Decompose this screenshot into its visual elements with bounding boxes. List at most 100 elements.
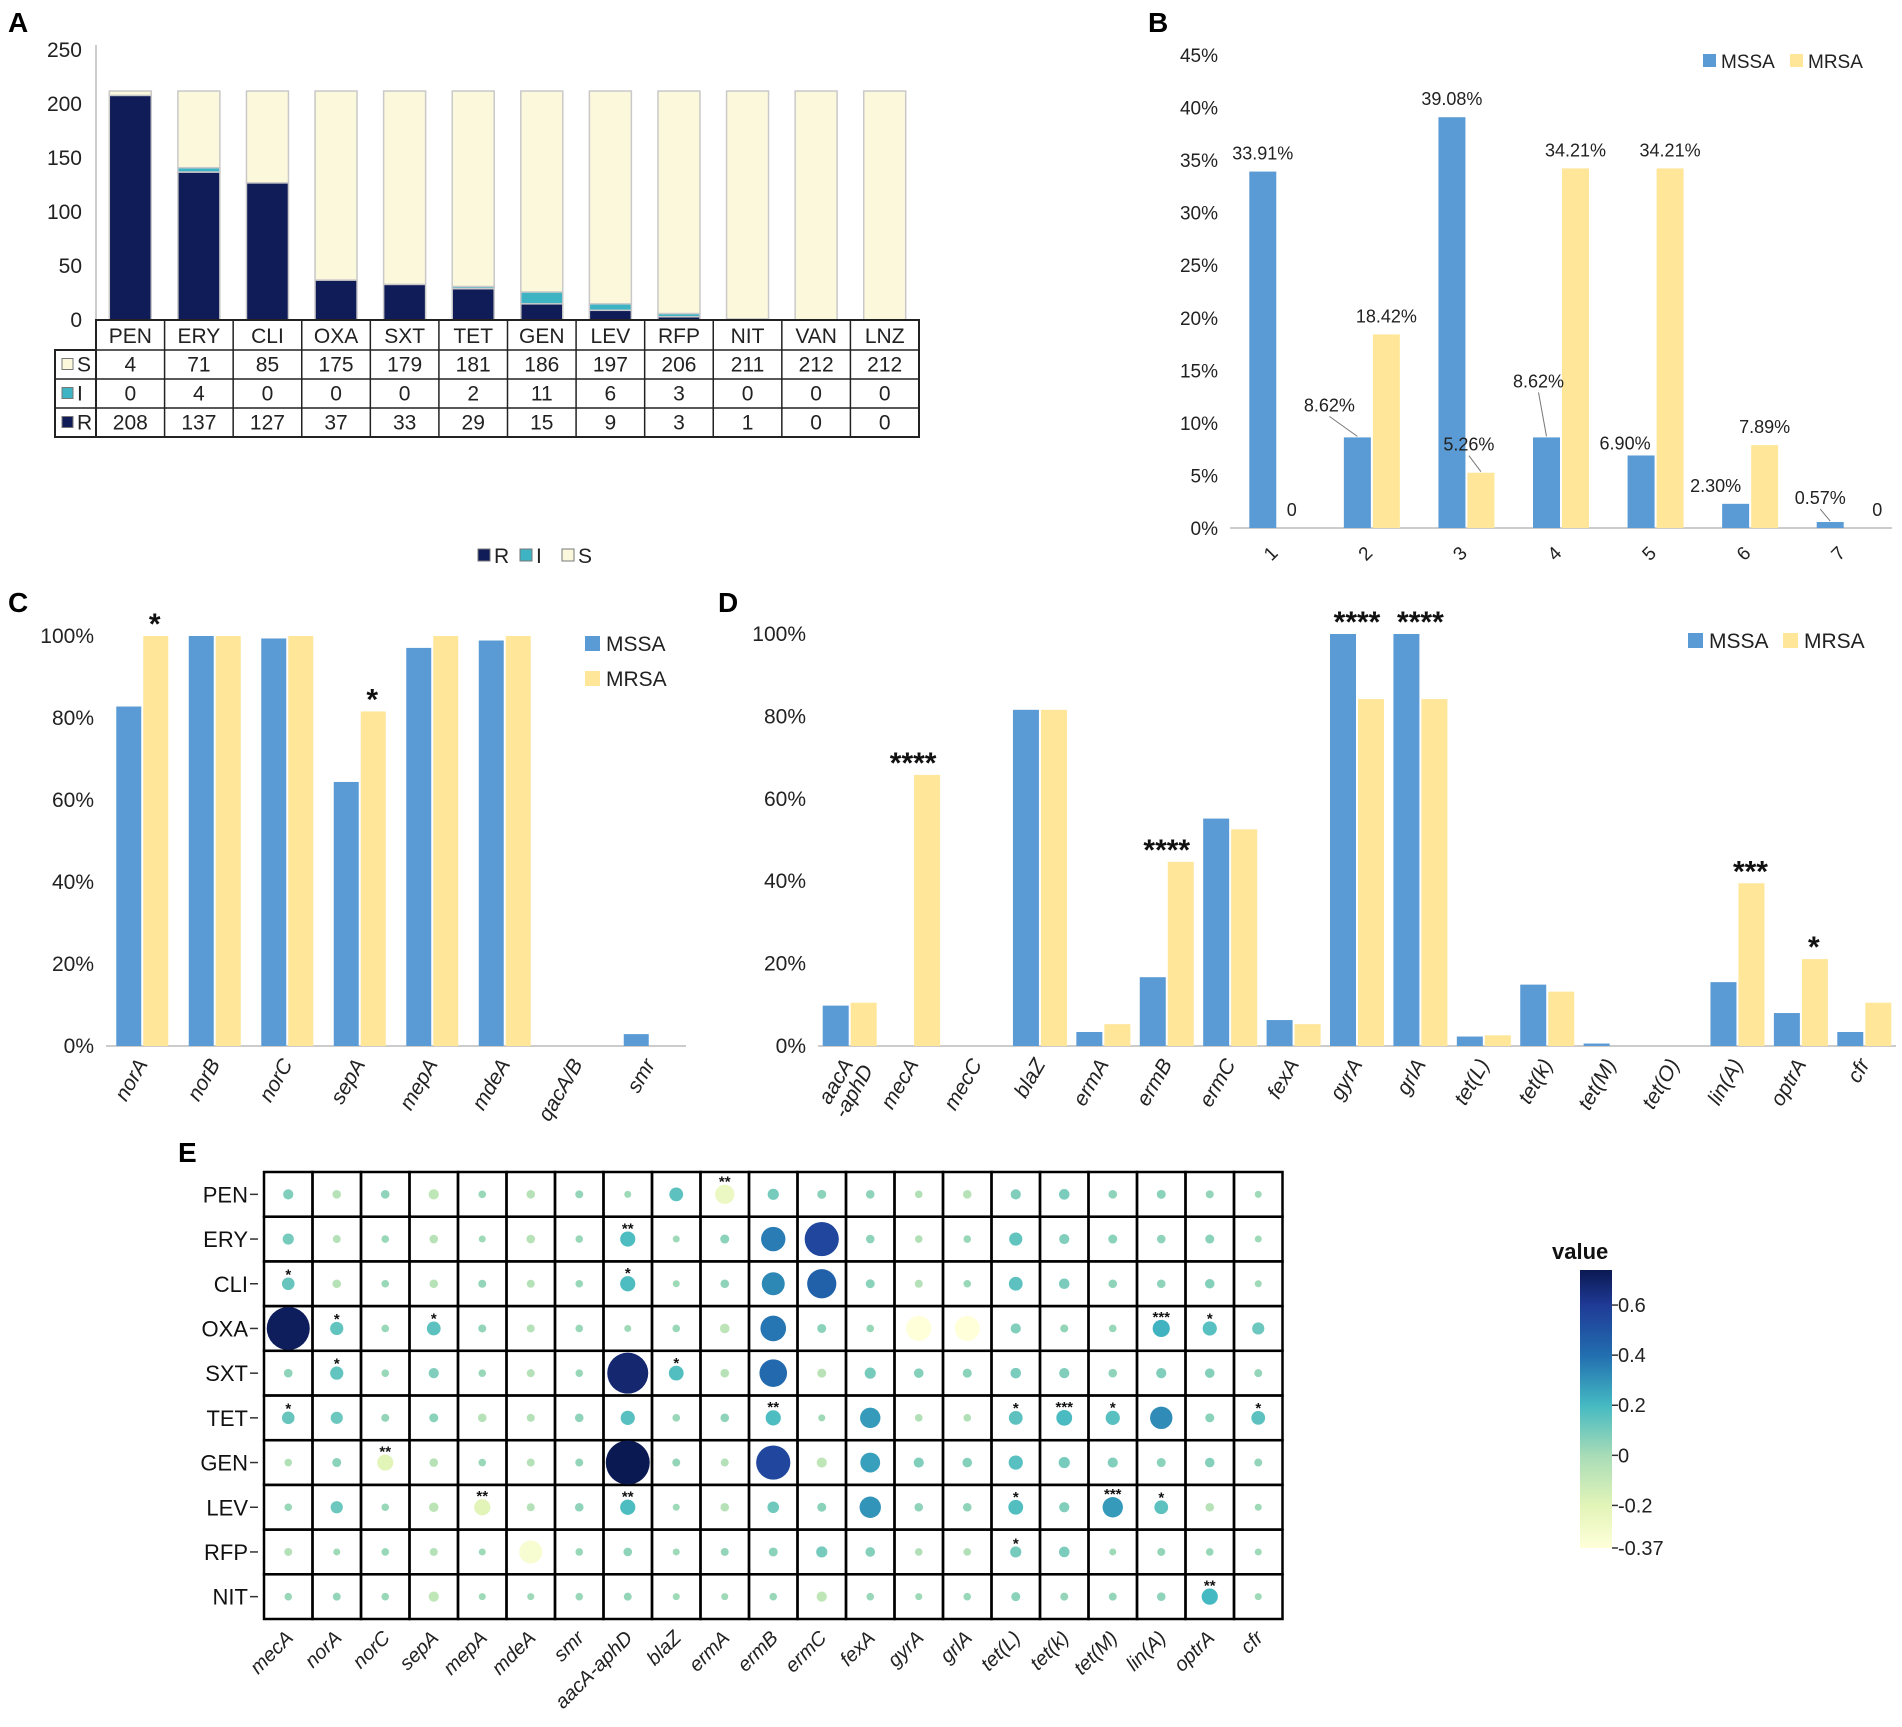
e-significance-sxt-blaz: * — [673, 1355, 679, 1372]
d-significance-grla: **** — [1397, 606, 1444, 639]
e-significance-lev-tet-m: *** — [1104, 1486, 1122, 1503]
b-y-tick-label: 10% — [1180, 414, 1218, 435]
e-dot-cli-tet-l — [1008, 1276, 1023, 1291]
e-dot-lev-norc — [381, 1503, 390, 1512]
e-dot-tet-tet-m — [1105, 1410, 1120, 1425]
b-bar-mssa-4 — [1533, 437, 1560, 528]
d-y-tick-label: 80% — [764, 705, 806, 728]
b-x-tick-7: 7 — [1828, 543, 1850, 565]
panel-label-e: E — [178, 1137, 197, 1168]
e-dot-pen-mdea — [526, 1190, 536, 1199]
e-col-label-blaz: blaZ — [643, 1626, 687, 1670]
e-significance-oxa-optra: * — [1207, 1310, 1213, 1327]
b-data-label-mrsa-2: 18.42% — [1356, 306, 1417, 326]
e-dot-tet-sepa — [429, 1413, 439, 1423]
a-table-cell-i-rfp: 3 — [673, 383, 685, 406]
b-data-label-mssa-1: 33.91% — [1232, 144, 1293, 164]
d-x-tick-gyra: gyrA — [1326, 1055, 1368, 1104]
e-dot-cli-mepa — [478, 1279, 487, 1288]
e-dot-gen-cfr — [1254, 1458, 1263, 1467]
e-dot-pen-sepa — [428, 1189, 439, 1200]
e-dot-oxa-optra — [1202, 1321, 1217, 1336]
a-bar-s-van — [794, 90, 838, 321]
a-bar-r-lev — [588, 309, 633, 321]
e-dot-rfp-nora — [333, 1548, 341, 1556]
e-dot-oxa-lin-a — [1152, 1319, 1170, 1338]
e-dot-pen-grla — [962, 1190, 972, 1199]
a-bar-r-cli — [245, 182, 290, 321]
e-dot-cli-ermb — [761, 1272, 785, 1296]
e-dot-ery-ermb — [761, 1226, 786, 1252]
a-table-cell-s-rfp: 206 — [661, 354, 696, 377]
b-bar-mssa-6 — [1722, 503, 1750, 528]
e-dot-tet-cfr — [1251, 1410, 1266, 1425]
c-x-tick-mepa: mepA — [395, 1055, 442, 1114]
e-dot-sxt-lin-a — [1156, 1368, 1167, 1379]
d-y-tick-label: 0% — [776, 1035, 806, 1058]
e-dot-tet-tet-l — [1008, 1410, 1023, 1425]
a-table-cell-s-tet: 181 — [456, 354, 491, 377]
e-dot-pen-lin-a — [1156, 1189, 1166, 1199]
e-row-label-nit: NIT — [213, 1585, 248, 1610]
e-dot-gen-mdea — [526, 1458, 535, 1467]
e-dot-sxt-erma — [720, 1368, 730, 1378]
e-dot-cli-blaz — [672, 1280, 680, 1288]
e-row-label-cli: CLI — [214, 1272, 248, 1297]
a-bar-s-nit — [725, 90, 770, 320]
e-dot-oxa-erma — [719, 1323, 730, 1334]
panel-e-correlation-heatmap: PEN ERY CLI OXA SXT TET GEN LEV RFP NIT mecA norA no… — [200, 1170, 1664, 1713]
d-x-tick-lin-a: lin(A) — [1703, 1055, 1747, 1109]
e-dot-nit-mdea — [527, 1593, 535, 1601]
e-dot-cli-nora — [332, 1279, 342, 1289]
a-x-category-oxa: OXA — [314, 325, 358, 348]
e-dot-gen-ermc — [816, 1457, 827, 1468]
e-significance-tet-cfr: * — [1255, 1400, 1261, 1417]
e-significance-lev-tet-l: * — [1013, 1489, 1019, 1506]
b-bar-mssa-5 — [1627, 455, 1655, 528]
a-table-cell-i-pen: 0 — [124, 383, 136, 406]
a-bar-s-pen — [108, 90, 153, 97]
e-dot-pen-norc — [380, 1190, 390, 1199]
a-legend-label-i: I — [536, 545, 542, 568]
e-significance-ery-aaca-aphd: ** — [622, 1220, 634, 1237]
e-dot-lev-mepa — [474, 1499, 491, 1516]
e-dot-nit-erma — [721, 1593, 729, 1601]
d-bar-mssa-tet-l — [1456, 1036, 1483, 1046]
e-dot-lev-gyra — [914, 1502, 924, 1512]
d-bar-mssa-cfr — [1837, 1031, 1864, 1046]
e-dot-cli-mdea — [526, 1279, 535, 1288]
a-bar-s-tet — [451, 90, 495, 288]
e-dot-ery-nora — [332, 1235, 341, 1244]
e-dot-nit-smr — [575, 1592, 584, 1601]
b-data-label-mssa-5: 6.90% — [1600, 433, 1651, 453]
e-dot-oxa-ermc — [817, 1323, 827, 1333]
e-significance-rfp-tet-l: * — [1013, 1535, 1019, 1552]
e-dot-ery-gyra — [914, 1235, 923, 1243]
d-significance-ermb: **** — [1143, 834, 1190, 867]
e-dot-pen-smr — [575, 1190, 584, 1199]
e-dot-pen-gyra — [914, 1190, 923, 1199]
d-x-tick-grla: grlA — [1392, 1055, 1431, 1099]
c-y-tick-label: 100% — [40, 625, 94, 648]
c-legend-label-mrsa: MRSA — [606, 668, 667, 691]
e-dot-oxa-tet-m — [1108, 1324, 1117, 1333]
e-colorbar-tick-label: -0.37 — [1618, 1538, 1664, 1560]
a-bar-i-gen — [520, 291, 564, 305]
e-dot-oxa-aaca-aphd — [624, 1324, 632, 1332]
e-dot-ery-optra — [1205, 1234, 1215, 1244]
e-dot-ery-sepa — [429, 1234, 439, 1244]
b-y-tick-label: 15% — [1180, 361, 1218, 382]
e-dot-ery-smr — [575, 1235, 584, 1243]
e-dot-rfp-norc — [381, 1548, 390, 1556]
e-dot-gen-sepa — [429, 1458, 439, 1467]
e-dot-nit-meca — [284, 1592, 293, 1601]
e-dot-gen-smr — [575, 1458, 584, 1467]
c-bar-mrsa-nora — [143, 636, 169, 1046]
e-col-label-optra: optrA — [1170, 1627, 1219, 1676]
e-significance-oxa-sepa: * — [431, 1311, 437, 1328]
e-dot-cli-tet-m — [1108, 1279, 1118, 1289]
d-y-tick-label: 60% — [764, 788, 806, 811]
a-table-cell-s-nit: 211 — [731, 354, 764, 377]
b-callout-line — [1329, 415, 1358, 437]
e-significance-tet-tet-l: * — [1013, 1400, 1019, 1417]
